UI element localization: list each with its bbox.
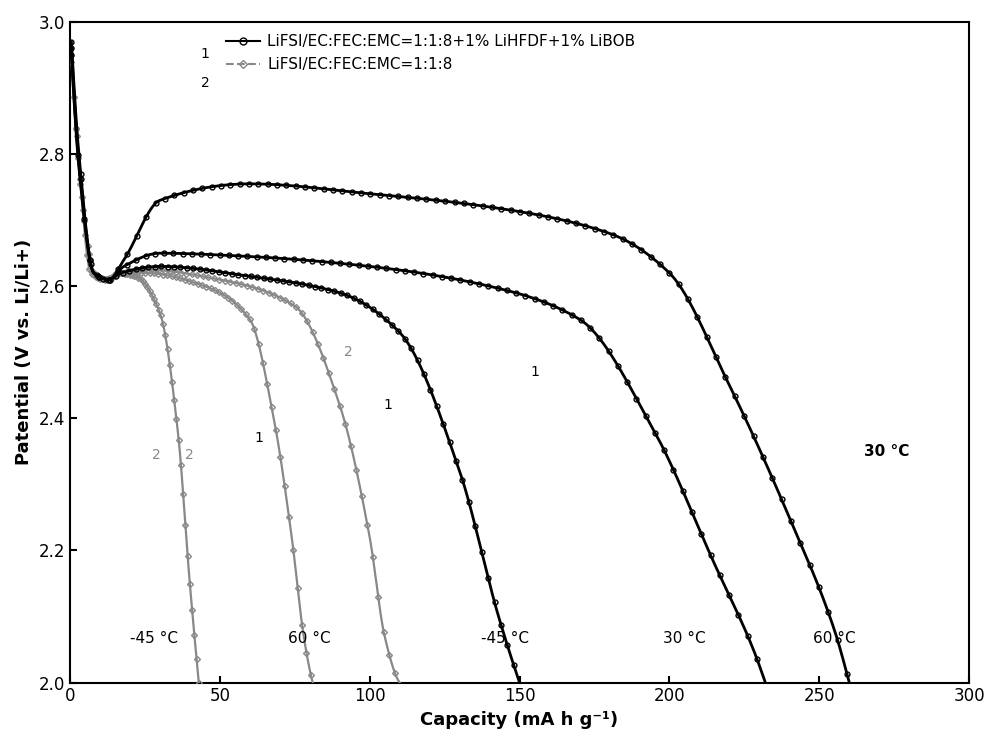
Text: 60 °C: 60 °C [288,631,331,647]
Text: 2: 2 [201,76,209,90]
Text: 2: 2 [152,448,161,462]
Text: 30 °C: 30 °C [864,444,909,459]
Text: 1: 1 [200,47,209,61]
Legend: LiFSI/EC:FEC:EMC=1:1:8+1% LiHFDF+1% LiBOB, LiFSI/EC:FEC:EMC=1:1:8: LiFSI/EC:FEC:EMC=1:1:8+1% LiHFDF+1% LiBO… [221,30,640,77]
Text: -45 °C: -45 °C [481,631,529,647]
Text: 2: 2 [185,448,194,462]
Y-axis label: Patential (V vs. Li/Li+): Patential (V vs. Li/Li+) [15,240,33,465]
Text: -45 °C: -45 °C [130,631,178,647]
X-axis label: Capacity (mA h g⁻¹): Capacity (mA h g⁻¹) [420,711,619,729]
Text: 30 °C: 30 °C [663,631,706,647]
Text: 1: 1 [530,365,539,379]
Text: 60 °C: 60 °C [813,631,856,647]
Text: 1: 1 [383,398,392,412]
Text: 2: 2 [344,345,353,359]
Text: 1: 1 [254,432,263,445]
